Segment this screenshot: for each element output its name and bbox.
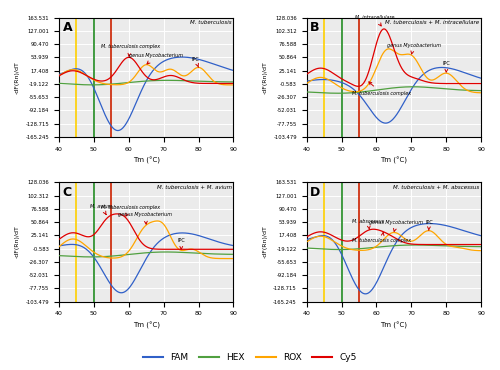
Text: M. tuberculosis complex: M. tuberculosis complex — [101, 205, 160, 216]
Text: IPC: IPC — [442, 61, 450, 72]
Y-axis label: -dF(Rn)/dT: -dF(Rn)/dT — [15, 61, 20, 94]
Text: M. abscessus: M. abscessus — [352, 219, 384, 230]
Text: M. tuberculosis complex: M. tuberculosis complex — [352, 82, 411, 96]
Y-axis label: -dF(Rn)/dT: -dF(Rn)/dT — [262, 225, 268, 258]
X-axis label: Tm (°C): Tm (°C) — [380, 157, 407, 164]
X-axis label: Tm (°C): Tm (°C) — [132, 322, 160, 329]
Text: M. tuberculosis + M. intracellulare: M. tuberculosis + M. intracellulare — [385, 20, 480, 25]
Y-axis label: -dF(Rn)/dT: -dF(Rn)/dT — [15, 225, 20, 258]
Text: IPC: IPC — [178, 238, 186, 249]
Text: M. tuberculosis: M. tuberculosis — [190, 20, 232, 25]
Text: M. tuberculosis + M. abscessus: M. tuberculosis + M. abscessus — [393, 185, 480, 190]
X-axis label: Tm (°C): Tm (°C) — [380, 322, 407, 329]
Text: C: C — [62, 186, 72, 199]
Text: M. tuberculosis + M. avium: M. tuberculosis + M. avium — [156, 185, 232, 190]
Text: M. intracellulare: M. intracellulare — [356, 15, 395, 26]
Text: M. tuberculosis complex: M. tuberculosis complex — [352, 232, 411, 243]
Text: genus Mycobacterium: genus Mycobacterium — [370, 220, 424, 232]
Text: genus Mycobacterium: genus Mycobacterium — [118, 212, 172, 224]
Text: genus Mycobacterium: genus Mycobacterium — [387, 43, 441, 54]
Text: M. avium: M. avium — [90, 204, 113, 215]
Text: A: A — [62, 21, 72, 34]
Text: B: B — [310, 21, 320, 34]
X-axis label: Tm (°C): Tm (°C) — [132, 157, 160, 164]
Y-axis label: -dF(Rn)/dT: -dF(Rn)/dT — [263, 61, 268, 94]
Text: IPC: IPC — [426, 220, 433, 231]
Text: D: D — [310, 186, 320, 199]
Legend: FAM, HEX, ROX, Cy5: FAM, HEX, ROX, Cy5 — [140, 349, 360, 366]
Text: genus Mycobacterium: genus Mycobacterium — [129, 53, 183, 64]
Text: M. tuberculosis complex: M. tuberculosis complex — [101, 44, 160, 56]
Text: IPC: IPC — [192, 57, 200, 67]
